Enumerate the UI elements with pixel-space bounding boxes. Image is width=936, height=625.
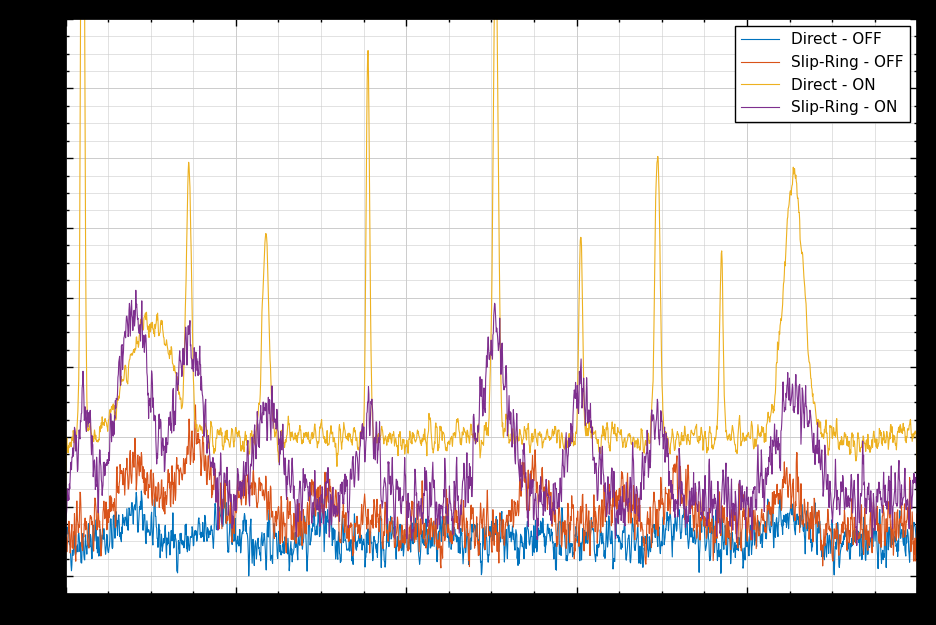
Slip-Ring - OFF [103,512,114,519]
Slip-Ring - ON [912,487,923,494]
Direct - ON [912,496,923,503]
Direct - ON [104,409,115,416]
Direct - OFF [103,544,114,552]
Legend: Direct - OFF, Slip-Ring - OFF, Direct - ON, Slip-Ring - ON: Direct - OFF, Slip-Ring - OFF, Direct - … [735,26,910,121]
Slip-Ring - OFF [60,547,71,554]
Direct - OFF [475,559,486,566]
Slip-Ring - ON [452,496,463,504]
Direct - ON [887,432,899,440]
Slip-Ring - ON [888,501,899,509]
Slip-Ring - OFF [452,525,463,532]
Slip-Ring - OFF [475,499,486,507]
Direct - OFF [452,536,463,544]
Direct - OFF [243,572,255,579]
Line: Slip-Ring - ON: Slip-Ring - ON [66,290,917,546]
Direct - ON [475,454,486,462]
Slip-Ring - OFF [435,564,446,572]
Slip-Ring - ON [887,503,899,510]
Direct - OFF [887,541,899,549]
Line: Slip-Ring - OFF: Slip-Ring - OFF [66,405,917,568]
Direct - ON [60,492,71,499]
Slip-Ring - ON [475,373,486,381]
Direct - ON [452,415,463,422]
Slip-Ring - OFF [887,538,899,546]
Slip-Ring - ON [851,542,862,549]
Direct - ON [731,446,742,454]
Line: Direct - ON: Direct - ON [66,0,917,499]
Direct - OFF [136,488,147,495]
Direct - OFF [888,534,899,541]
Slip-Ring - OFF [190,401,201,409]
Direct - OFF [60,547,71,554]
Slip-Ring - ON [130,286,141,294]
Direct - ON [887,439,899,446]
Slip-Ring - OFF [731,533,742,541]
Slip-Ring - OFF [888,551,899,559]
Direct - OFF [731,541,742,548]
Slip-Ring - ON [103,449,114,456]
Direct - OFF [912,556,923,563]
Line: Direct - OFF: Direct - OFF [66,491,917,576]
Slip-Ring - ON [60,534,71,541]
Slip-Ring - OFF [912,524,923,531]
Slip-Ring - ON [731,536,742,543]
